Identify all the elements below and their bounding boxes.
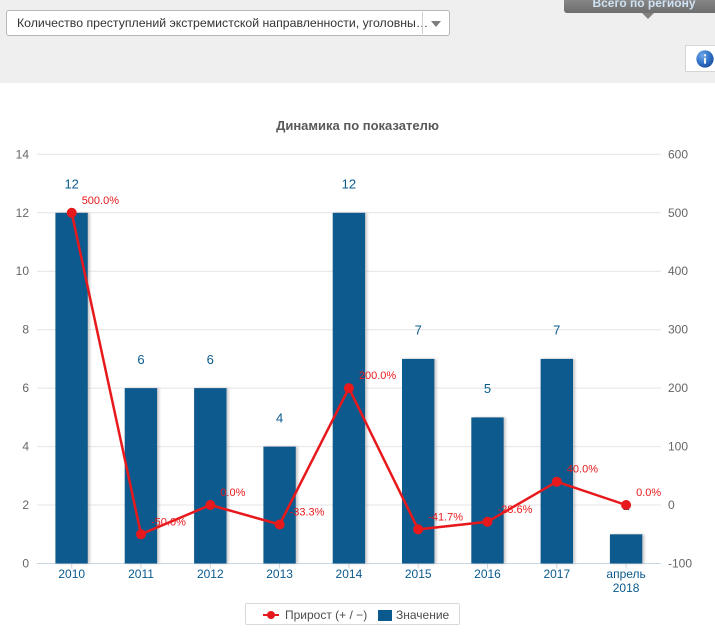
svg-text:2010: 2010: [58, 567, 85, 581]
svg-text:7: 7: [415, 323, 422, 338]
svg-text:14: 14: [16, 147, 30, 161]
svg-text:300: 300: [668, 323, 688, 337]
svg-text:2011: 2011: [128, 567, 154, 581]
svg-text:500: 500: [668, 206, 688, 220]
svg-text:12: 12: [16, 206, 30, 220]
svg-text:40.0%: 40.0%: [567, 464, 598, 476]
svg-text:2018: 2018: [613, 581, 640, 595]
svg-text:4: 4: [276, 410, 283, 425]
svg-text:-50.0%: -50.0%: [151, 516, 186, 528]
svg-text:2014: 2014: [336, 567, 363, 581]
svg-text:апрель: апрель: [606, 567, 645, 581]
svg-text:500.0%: 500.0%: [82, 195, 120, 207]
svg-text:-33.3%: -33.3%: [290, 507, 325, 519]
svg-text:-28.6%: -28.6%: [498, 504, 533, 516]
svg-text:200: 200: [668, 381, 688, 395]
svg-text:0: 0: [668, 498, 675, 512]
svg-text:-41.7%: -41.7%: [428, 511, 463, 523]
svg-text:6: 6: [137, 352, 144, 367]
svg-text:5: 5: [484, 381, 491, 396]
svg-text:2012: 2012: [197, 567, 224, 581]
svg-text:-100: -100: [668, 557, 692, 571]
svg-text:2013: 2013: [266, 567, 293, 581]
svg-text:2015: 2015: [405, 567, 432, 581]
svg-text:100: 100: [668, 440, 688, 454]
svg-text:6: 6: [22, 381, 29, 395]
svg-text:0.0%: 0.0%: [220, 487, 245, 499]
svg-text:0: 0: [22, 557, 29, 571]
svg-text:12: 12: [342, 177, 356, 192]
svg-text:600: 600: [668, 147, 688, 161]
svg-text:10: 10: [16, 264, 30, 278]
svg-text:8: 8: [22, 323, 29, 337]
svg-text:400: 400: [668, 264, 688, 278]
svg-text:0.0%: 0.0%: [636, 487, 661, 499]
svg-text:2016: 2016: [474, 567, 501, 581]
svg-text:2: 2: [22, 498, 29, 512]
svg-text:6: 6: [207, 352, 214, 367]
svg-text:2017: 2017: [543, 567, 570, 581]
svg-text:200.0%: 200.0%: [359, 370, 397, 382]
svg-text:7: 7: [553, 323, 560, 338]
svg-text:12: 12: [64, 177, 78, 192]
svg-text:4: 4: [22, 440, 29, 454]
